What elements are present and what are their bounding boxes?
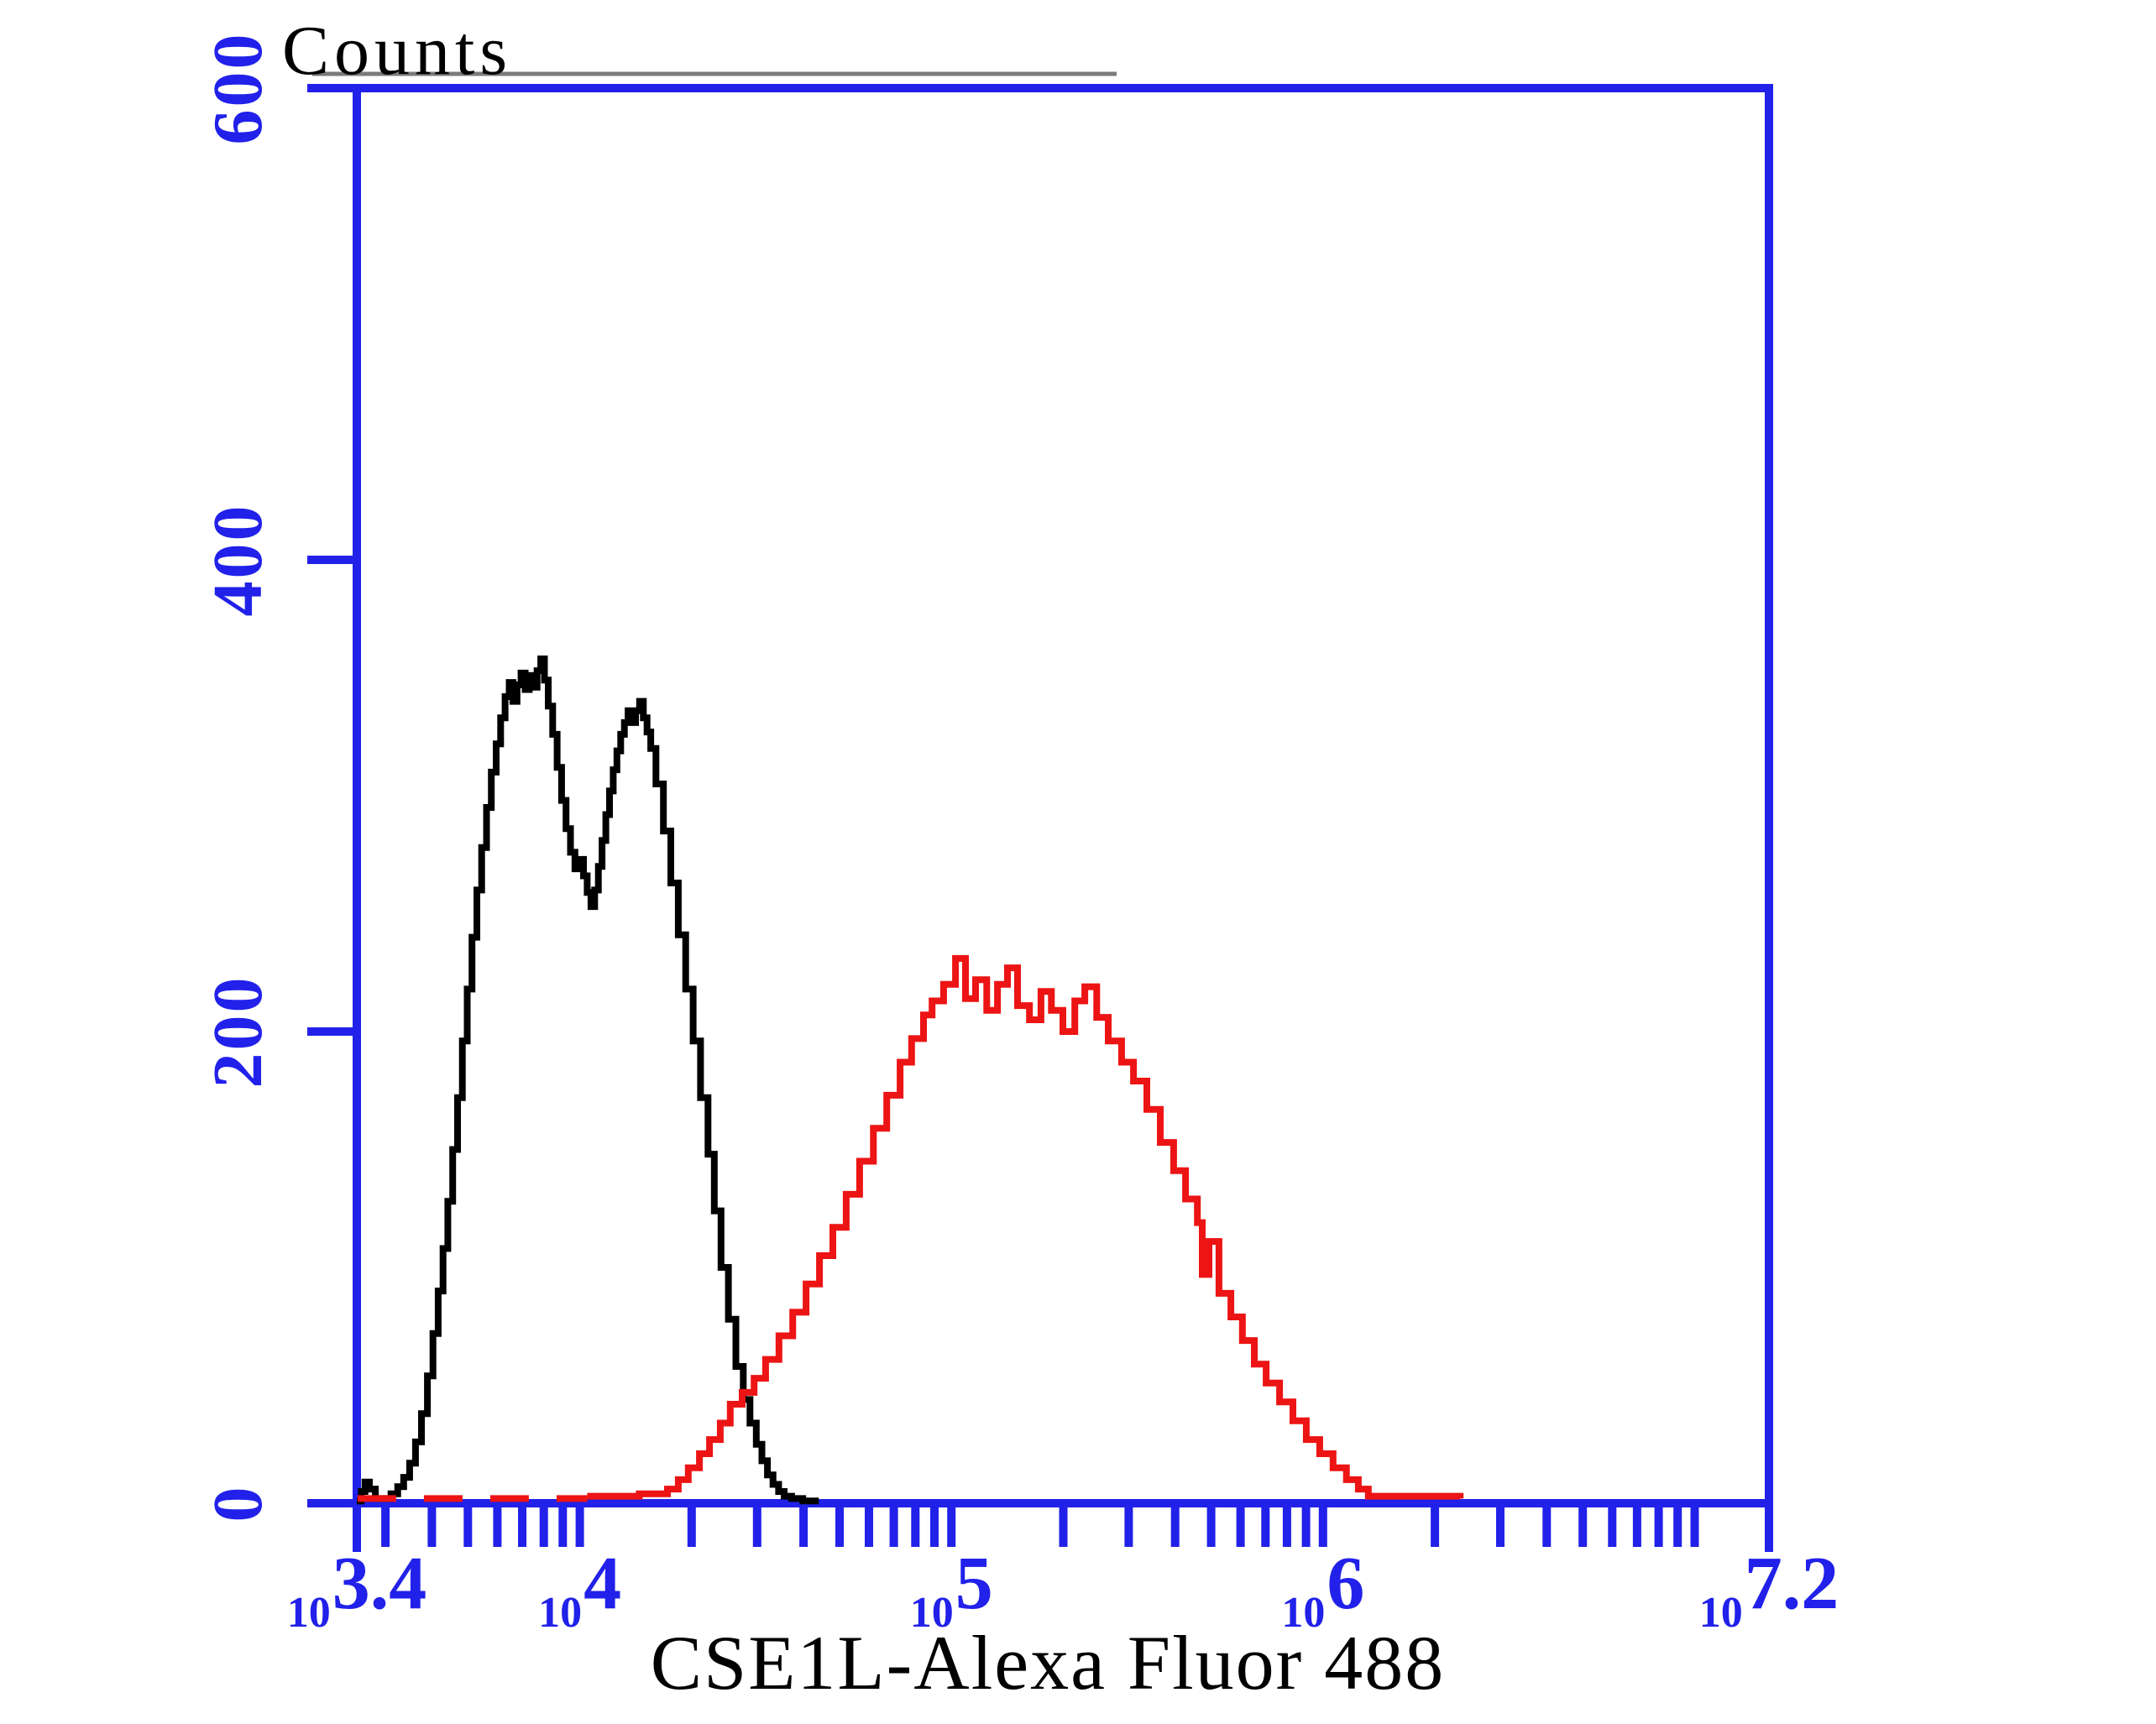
x-tick-label-3.4: 10 3.4 bbox=[286, 1546, 427, 1637]
axis-frame bbox=[307, 84, 1773, 1552]
x-tick-exponent: 4 bbox=[583, 1542, 622, 1625]
y-tick-label-400: 400 bbox=[199, 503, 277, 617]
x-tick-label-4: 10 4 bbox=[538, 1546, 621, 1637]
x-tick-exponent: 7.2 bbox=[1744, 1542, 1839, 1625]
x-tick-label-7.2: 10 7.2 bbox=[1698, 1546, 1839, 1637]
x-tick-base: 10 bbox=[1281, 1589, 1326, 1637]
x-tick-base: 10 bbox=[1698, 1589, 1743, 1637]
x-tick-exponent: 6 bbox=[1327, 1542, 1365, 1625]
x-tick-exponent: 3.4 bbox=[332, 1542, 427, 1625]
x-tick-base: 10 bbox=[538, 1589, 583, 1637]
y-tick-label-0: 0 bbox=[199, 1484, 277, 1523]
x-tick-exponent: 5 bbox=[955, 1542, 993, 1625]
control-black-curve bbox=[357, 656, 819, 1505]
y-tick-label-600: 600 bbox=[199, 31, 277, 145]
cse1l-red-curve bbox=[587, 954, 1464, 1500]
x-tick-base: 10 bbox=[286, 1589, 331, 1637]
x-tick-label-5: 10 5 bbox=[909, 1546, 993, 1637]
y-axis-title: Counts bbox=[282, 12, 513, 90]
x-tick-label-6: 10 6 bbox=[1281, 1546, 1364, 1637]
y-tick-label-200: 200 bbox=[199, 974, 277, 1089]
x-axis-title: CSE1L-Alexa Fluor 488 bbox=[650, 1620, 1446, 1706]
x-tick-base: 10 bbox=[909, 1589, 954, 1637]
